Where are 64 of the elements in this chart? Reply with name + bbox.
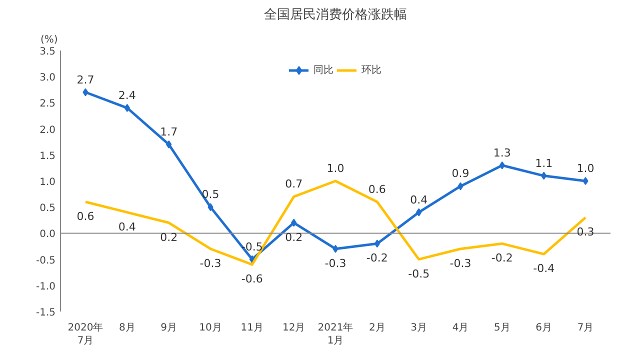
y-tick-label: -1.0 — [36, 281, 56, 292]
data-label: 0.7 — [285, 178, 303, 191]
point — [82, 88, 88, 96]
data-label: 2.7 — [76, 73, 94, 86]
x-tick-label: 2021年 1月 — [318, 322, 354, 347]
data-label: 0.4 — [118, 220, 136, 234]
point — [458, 182, 464, 190]
y-axis-title: (%) — [40, 34, 58, 46]
legend-label: 同比 — [314, 64, 334, 77]
data-label: 1.0 — [576, 162, 594, 175]
data-label: -0.3 — [200, 256, 222, 270]
data-label: -0.2 — [491, 252, 513, 265]
data-label: 0.6 — [368, 182, 386, 196]
point — [332, 244, 338, 253]
data-label: -0.6 — [241, 272, 263, 286]
x-tick-label: 10月 — [199, 322, 222, 334]
data-label: 0.9 — [452, 167, 470, 180]
data-label: 2.4 — [118, 88, 136, 102]
x-tick-label: 4月 — [452, 322, 469, 334]
x-tick-label: 2月 — [368, 322, 386, 334]
point — [208, 203, 214, 212]
data-label: 1.0 — [326, 162, 344, 175]
point — [291, 218, 297, 227]
data-label: 0.2 — [160, 230, 178, 244]
x-tick-label: 12月 — [282, 322, 306, 334]
x-tick-label: 5月 — [494, 322, 510, 334]
y-tick-label: -1.5 — [36, 308, 56, 318]
point — [124, 104, 130, 112]
x-tick-label: 2020年 7月 — [68, 322, 104, 347]
point — [166, 140, 172, 148]
x-tick-label: 8月 — [118, 322, 136, 334]
y-tick-label: 2.0 — [40, 124, 56, 136]
y-tick-label: 1.0 — [40, 177, 56, 188]
y-tick-label: 2.5 — [40, 98, 56, 110]
point — [541, 172, 547, 180]
x-tick-label: 11月 — [240, 322, 264, 334]
data-label: 1.1 — [535, 156, 553, 170]
point — [499, 161, 505, 170]
legend-label: 环比 — [362, 64, 382, 77]
data-label: -0.5 — [408, 267, 430, 280]
chart-title: 全国居民消费价格涨跌幅 — [264, 8, 407, 22]
data-label: -0.2 — [366, 252, 388, 265]
data-label: 0.5 — [202, 188, 220, 202]
x-tick-label: 7月 — [577, 322, 594, 334]
data-label: 1.7 — [160, 125, 178, 138]
point — [416, 208, 422, 216]
data-label: -0.3 — [324, 256, 346, 270]
data-label: -0.4 — [533, 262, 555, 276]
y-tick-label: 0.5 — [40, 203, 56, 214]
x-tick-label: 9月 — [160, 322, 178, 334]
x-tick-label: 3月 — [410, 322, 428, 334]
y-tick-label: 3.5 — [40, 46, 56, 58]
x-tick-label: 6月 — [536, 322, 552, 334]
data-label: 0.4 — [410, 193, 428, 206]
data-label: 1.3 — [493, 146, 511, 160]
y-tick-label: 3.0 — [40, 72, 56, 84]
point — [582, 177, 588, 185]
data-label: 0.6 — [76, 210, 94, 223]
y-tick-label: -0.5 — [36, 255, 56, 266]
data-label: 0.2 — [285, 230, 303, 244]
y-tick-label: 0.0 — [40, 229, 56, 240]
data-label: -0.3 — [450, 256, 472, 270]
y-tick-label: 1.5 — [40, 150, 56, 162]
point — [374, 240, 380, 248]
